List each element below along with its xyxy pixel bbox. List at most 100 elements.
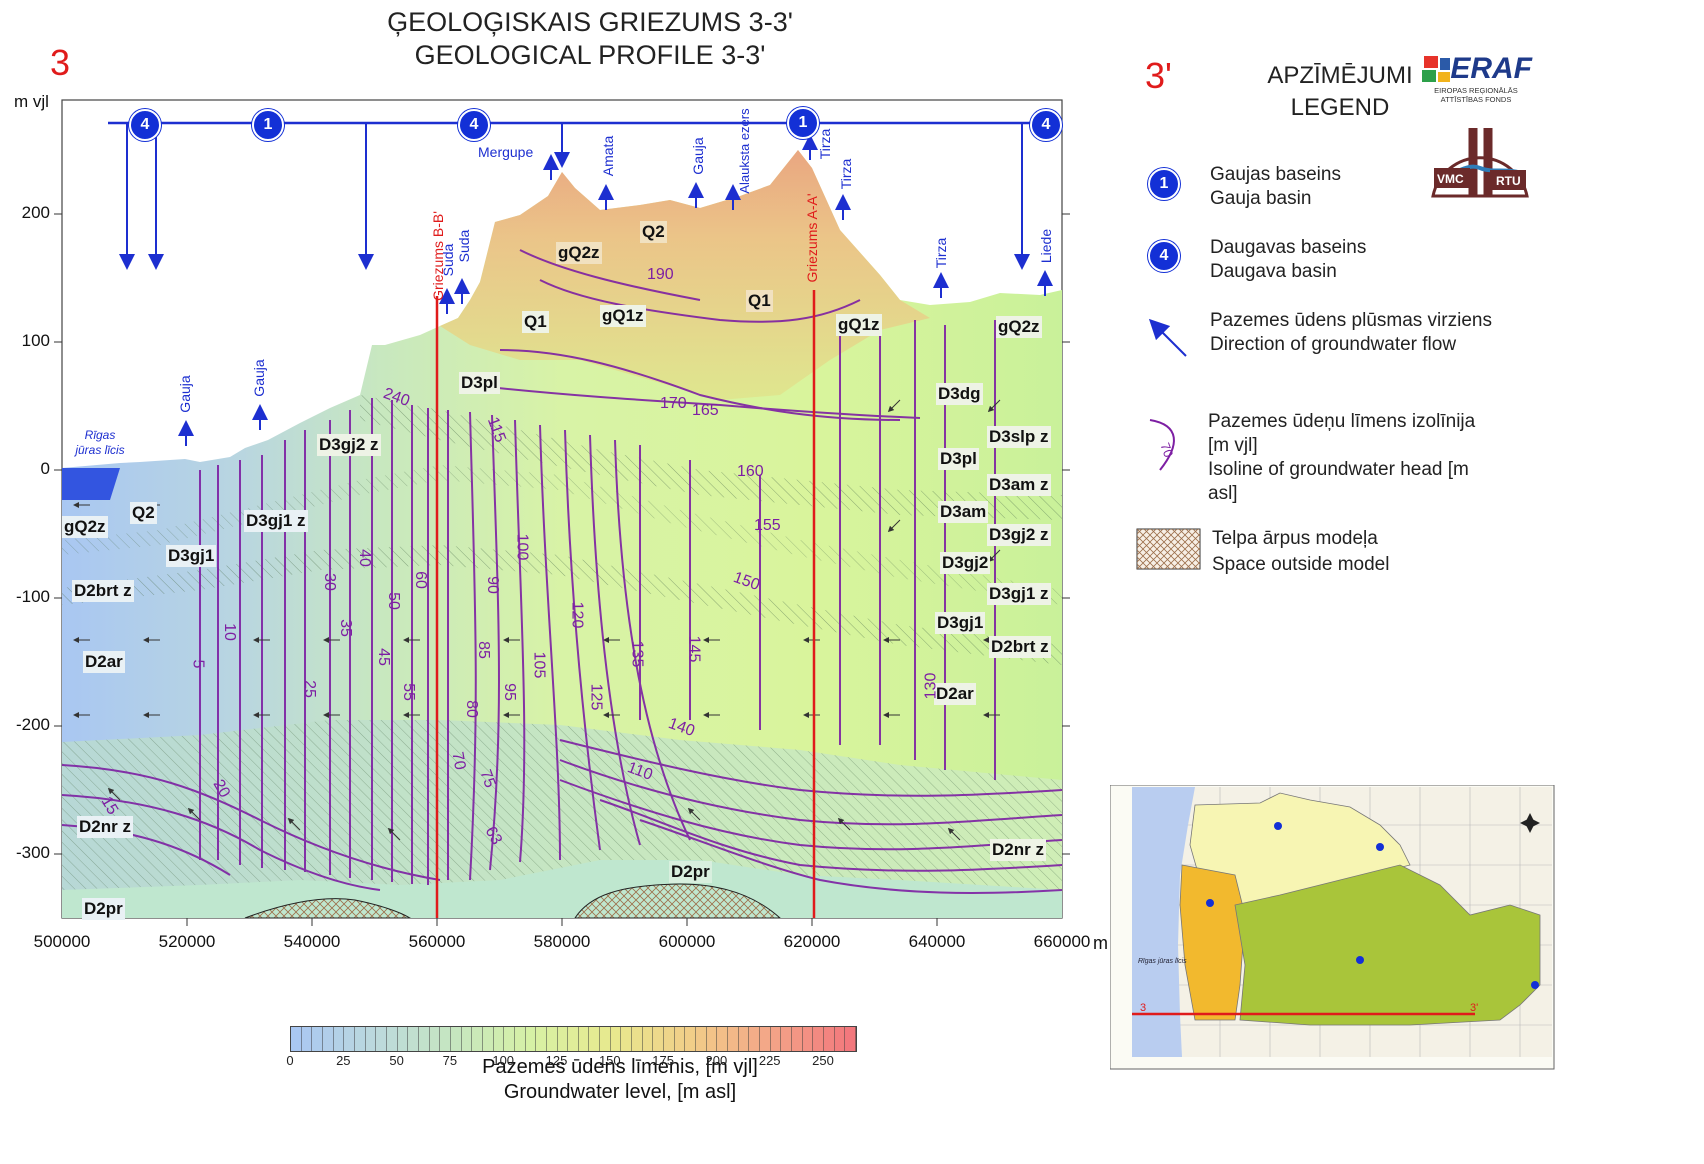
layer-label: gQ2z xyxy=(62,516,108,538)
colorbar-cell xyxy=(813,1027,824,1051)
colorbar-title-lv: Pazemes ūdens līmenis, [m vjl] xyxy=(482,1056,758,1078)
colorbar-tick-label: 250 xyxy=(812,1053,834,1068)
layer-label: D3slp z xyxy=(987,426,1051,448)
hatch-box-icon xyxy=(1136,528,1201,570)
x-tick-label: 640000 xyxy=(908,932,966,951)
colorbar-cell xyxy=(546,1027,558,1051)
title-line-lv: ĢEOLOĢISKAIS GRIEZUMS 3-3' xyxy=(387,7,793,37)
colorbar-cell xyxy=(845,1027,856,1051)
outside-model-center xyxy=(574,883,781,918)
layer-label: D3dg xyxy=(936,383,983,405)
colorbar xyxy=(290,1026,857,1052)
isoline-label: 170 xyxy=(660,395,687,412)
colorbar-cell xyxy=(450,1027,462,1051)
layer-label: D2brt z xyxy=(989,636,1051,658)
section-start-mark: 3 xyxy=(50,42,71,83)
layer-label: D3gj2 z xyxy=(317,434,381,456)
isoline-label: 90 xyxy=(483,576,501,594)
layer-label: gQ1z xyxy=(836,314,882,336)
sea-label: Rīgas jūras līcis xyxy=(75,428,125,457)
legend-title-lv: APZĪMĒJUMI xyxy=(1267,62,1413,89)
x-tick-label: 500000 xyxy=(33,932,91,951)
layer-label: D3gj2 z xyxy=(987,524,1051,546)
basin-badge: 4 xyxy=(458,109,490,141)
colorbar-cell xyxy=(760,1027,771,1051)
upland-quaternary xyxy=(440,150,930,400)
x-tick-label: 560000 xyxy=(408,932,466,951)
river-label: Gauja xyxy=(690,137,706,175)
layer-label: D3pl xyxy=(459,372,500,394)
isoline-label: 95 xyxy=(500,683,518,701)
isoline-label: 145 xyxy=(685,635,703,663)
basin-badge: 1 xyxy=(787,107,819,139)
layer-label: D2pr xyxy=(82,898,125,920)
legend-item-outside: Telpa ārpus modeļa Space outside model xyxy=(1212,528,1390,575)
colorbar-cell xyxy=(472,1027,483,1051)
colorbar-cell xyxy=(344,1027,355,1051)
colorbar-cell xyxy=(482,1027,494,1051)
colorbar-tick-label: 100 xyxy=(492,1053,515,1068)
isoline-label: 190 xyxy=(647,266,674,283)
layer-label: D3gj1 z xyxy=(244,510,308,532)
river-label: Tirza xyxy=(817,128,833,160)
colorbar-cell xyxy=(824,1027,835,1051)
colorbar-cell xyxy=(536,1027,547,1051)
inset-sea xyxy=(1132,787,1195,1057)
basin-badge: 1 xyxy=(252,109,284,141)
isoline-label: 165 xyxy=(692,402,719,419)
colorbar-cell xyxy=(610,1027,622,1051)
svg-text:3: 3 xyxy=(1140,1002,1146,1014)
river-label: Gauja xyxy=(177,375,193,413)
isoline-label: 135 xyxy=(628,640,646,668)
y-tick-label: -200 xyxy=(15,715,50,734)
isoline-label: 25 xyxy=(300,680,318,698)
river-label: Tirza xyxy=(933,237,949,269)
river-label: Suda xyxy=(456,229,472,263)
layer-label: D3pl xyxy=(938,448,979,470)
colorbar-cell xyxy=(568,1027,579,1051)
colorbar-cell xyxy=(504,1027,515,1051)
colorbar-cell xyxy=(461,1027,473,1051)
isoline-label: 120 xyxy=(568,601,586,629)
colorbar-tick-label: 0 xyxy=(286,1053,294,1068)
section-label-aa: Griezums A-A' xyxy=(804,193,820,283)
svg-text:VMC: VMC xyxy=(1437,172,1464,186)
river-label: Gauja xyxy=(251,359,267,397)
flow-arrow-icon xyxy=(1148,318,1187,357)
colorbar-cell xyxy=(322,1027,334,1051)
svg-text:RTU: RTU xyxy=(1496,174,1521,188)
isoline-label: 60 xyxy=(411,571,429,589)
colorbar-cell xyxy=(706,1027,718,1051)
colorbar-cell xyxy=(653,1027,665,1051)
colorbar-cell xyxy=(365,1027,377,1051)
layer-D2nrz-hatch xyxy=(62,720,1062,890)
colorbar-tick-label: 50 xyxy=(389,1053,404,1068)
legend-title-en: LEGEND xyxy=(1290,94,1390,121)
isoline-label: 10 xyxy=(220,623,238,641)
river-label: Suda xyxy=(440,243,456,277)
colorbar-cell xyxy=(291,1027,302,1051)
isoline-label: 40 xyxy=(355,549,373,567)
svg-text:3': 3' xyxy=(1470,1002,1478,1014)
layer-label: D2ar xyxy=(83,651,125,673)
colorbar-cell xyxy=(642,1027,654,1051)
colorbar-caption: Pazemes ūdens līmenis, [m vjl] Groundwat… xyxy=(380,1055,860,1105)
river-arrows xyxy=(178,134,1053,446)
profile-title: ĢEOLOĢISKAIS GRIEZUMS 3-3' GEOLOGICAL PR… xyxy=(240,6,940,72)
isoline-label: 5 xyxy=(189,659,207,669)
colorbar-cell xyxy=(685,1027,697,1051)
colorbar-cell xyxy=(386,1027,398,1051)
colorbar-cell xyxy=(440,1027,451,1051)
axis-ticks xyxy=(54,213,1070,926)
isoline-label: 130 xyxy=(922,672,940,700)
colorbar-cell xyxy=(749,1027,761,1051)
layer-D2brtz xyxy=(62,545,1062,665)
colorbar-cell xyxy=(301,1027,313,1051)
legend-item-gauja: Gaujas baseins Gauja basin xyxy=(1210,164,1341,209)
layer-label: D3am z xyxy=(987,474,1051,496)
colorbar-cell xyxy=(397,1027,409,1051)
colorbar-cell xyxy=(781,1027,793,1051)
colorbar-tick-label: 225 xyxy=(758,1053,781,1068)
colorbar-cell xyxy=(802,1027,814,1051)
colorbar-tick-label: 75 xyxy=(442,1053,458,1068)
